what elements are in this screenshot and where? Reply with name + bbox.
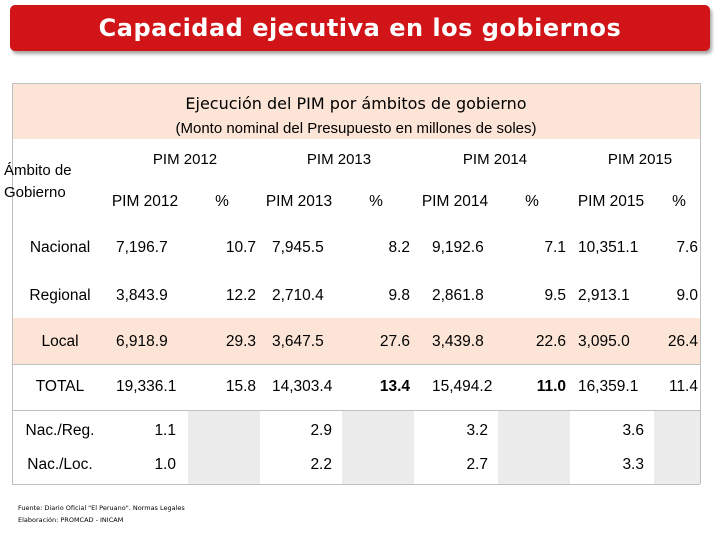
ratio-cell: 1.0 [154, 456, 176, 473]
footnote-elaboration: Elaboración: PROMCAD - INICAM [18, 516, 124, 524]
pct-cell: 7.1 [544, 239, 566, 256]
row-label-local: Local [41, 333, 79, 350]
amount-cell: 7,196.7 [116, 239, 168, 256]
amount-cell: 2,710.4 [272, 287, 324, 304]
sub-header-pim-2015: PIM 2015 [577, 193, 645, 210]
amount-cell: 7,945.5 [272, 239, 324, 256]
row-label-total: TOTAL [35, 378, 85, 395]
pct-cell: 29.3 [225, 333, 256, 350]
pct-cell: 22.6 [535, 333, 566, 350]
pct-cell: 27.6 [379, 333, 410, 350]
amount-cell: 2,861.8 [432, 287, 484, 304]
amount-cell: 3,843.9 [116, 287, 168, 304]
year-group-2014: PIM 2014 [462, 150, 528, 168]
table-border-left [12, 83, 13, 484]
row-header-label: Ámbito de Gobierno [4, 162, 72, 201]
sub-header-pct-2014: % [525, 193, 539, 210]
sub-header-pct-2013: % [369, 193, 383, 210]
ratio-cell: 2.7 [466, 456, 488, 473]
sub-header-pim-2013: PIM 2013 [265, 193, 333, 210]
pct-cell: 12.2 [225, 287, 256, 304]
amount-cell: 10,351.1 [578, 239, 639, 256]
pct-cell: 11.0 [536, 378, 566, 395]
row-label-regional: Regional [29, 287, 91, 304]
row-separator-ratios [12, 410, 700, 411]
pct-cell: 8.2 [388, 239, 410, 256]
empty-cell-2013-pct [342, 410, 414, 484]
pct-cell: 9.8 [388, 287, 410, 304]
ratio-cell: 2.9 [310, 422, 332, 439]
sub-header-pim-2014: PIM 2014 [421, 193, 489, 210]
footnote-source: Fuente: Diario Oficial "El Peruano". Nor… [18, 504, 185, 512]
ratio-cell: 3.2 [466, 422, 488, 439]
amount-cell: 2,913.1 [578, 287, 630, 304]
pct-cell: 13.4 [379, 378, 410, 395]
table-subtitle: (Monto nominal del Presupuesto en millon… [175, 119, 537, 137]
ratio-cell: 2.2 [310, 456, 332, 473]
table-border-top [12, 83, 700, 84]
amount-cell: 15,494.2 [432, 378, 493, 395]
row-label-nacional: Nacional [29, 239, 91, 256]
sub-header-pct-2015: % [672, 193, 686, 210]
pct-cell: 9.0 [676, 287, 698, 304]
amount-cell: 3,095.0 [578, 333, 630, 350]
year-group-2015: PIM 2015 [607, 150, 673, 168]
pct-cell: 26.4 [667, 333, 698, 350]
ratio-cell: 1.1 [154, 422, 176, 439]
amount-cell: 3,647.5 [272, 333, 324, 350]
table-border-right [700, 83, 701, 484]
amount-cell: 16,359.1 [578, 378, 639, 395]
pct-cell: 11.4 [668, 378, 698, 395]
amount-cell: 14,303.4 [272, 378, 333, 395]
ratio-cell: 3.6 [622, 422, 644, 439]
amount-cell: 19,336.1 [116, 378, 177, 395]
pct-cell: 7.6 [676, 239, 698, 256]
pct-cell: 9.5 [544, 287, 566, 304]
empty-cell-2014-pct [498, 410, 570, 484]
empty-cell-2015-pct [654, 410, 700, 484]
pct-cell: 10.7 [225, 239, 256, 256]
row-separator-total [12, 364, 700, 365]
ratio-row-label-nac-loc: Nac./Loc. [27, 456, 93, 473]
amount-cell: 6,918.9 [116, 333, 168, 350]
year-group-2013: PIM 2013 [306, 150, 372, 168]
slide-title: Capacidad ejecutiva en los gobiernos [98, 14, 622, 42]
empty-cell-2012-pct [188, 410, 260, 484]
pct-cell: 15.8 [225, 378, 256, 395]
table-title: Ejecución del PIM por ámbitos de gobiern… [185, 93, 527, 113]
sub-header-pim-2012: PIM 2012 [111, 193, 179, 210]
ratio-cell: 3.3 [622, 456, 644, 473]
table-title-band [12, 83, 700, 139]
table-border-bottom [12, 484, 700, 485]
slide-title-banner: Capacidad ejecutiva en los gobiernos [10, 5, 710, 51]
sub-header-pct-2012: % [215, 193, 229, 210]
year-group-2012: PIM 2012 [152, 150, 218, 168]
local-row-band [12, 318, 700, 364]
amount-cell: 9,192.6 [432, 239, 484, 256]
amount-cell: 3,439.8 [432, 333, 484, 350]
ratio-row-label-nac-reg: Nac./Reg. [25, 422, 95, 439]
